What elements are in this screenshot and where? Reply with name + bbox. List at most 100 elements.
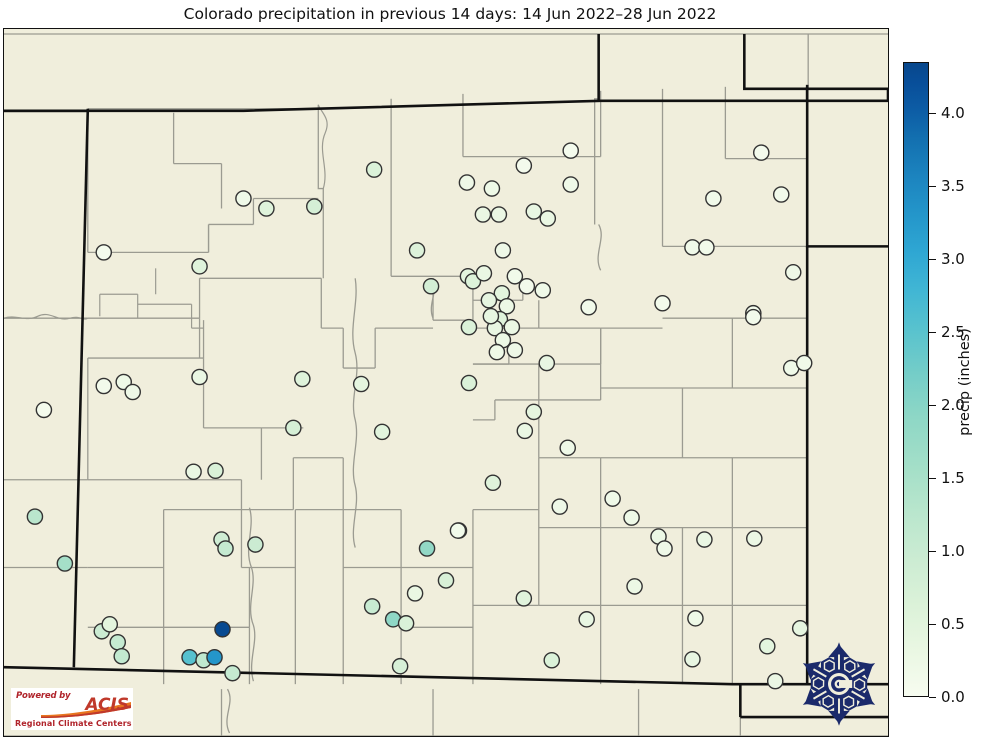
precip-station-marker[interactable] bbox=[515, 157, 533, 174]
precip-station-marker[interactable] bbox=[656, 540, 673, 557]
acis-powered-by-text: Powered by bbox=[16, 691, 71, 701]
precip-station-marker[interactable] bbox=[758, 637, 776, 655]
precip-station-marker[interactable] bbox=[506, 341, 524, 359]
colorbar-gradient[interactable] bbox=[903, 62, 929, 697]
precip-station-marker[interactable] bbox=[506, 268, 524, 285]
precip-station-marker[interactable] bbox=[515, 590, 533, 607]
precip-station-marker[interactable] bbox=[562, 142, 579, 159]
precip-station-marker[interactable] bbox=[207, 462, 224, 480]
precip-station-marker[interactable] bbox=[578, 611, 595, 628]
page-title: Colorado precipitation in previous 14 da… bbox=[183, 5, 717, 23]
precip-station-marker[interactable] bbox=[460, 374, 478, 392]
acis-logo[interactable]: Powered by ACIS Regional Climate Centers bbox=[11, 688, 133, 730]
precip-station-marker[interactable] bbox=[181, 648, 198, 666]
precip-station-marker[interactable] bbox=[654, 294, 671, 312]
precip-station-marker[interactable] bbox=[766, 672, 784, 690]
precip-station-marker[interactable] bbox=[498, 297, 516, 315]
precip-station-marker[interactable] bbox=[406, 585, 424, 602]
precip-station-marker[interactable] bbox=[562, 176, 579, 193]
precip-station-marker[interactable] bbox=[294, 370, 311, 388]
precip-station-marker[interactable] bbox=[482, 307, 500, 325]
precip-station-marker[interactable] bbox=[408, 242, 426, 259]
precip-station-marker[interactable] bbox=[373, 423, 391, 441]
precip-station-marker[interactable] bbox=[518, 277, 536, 295]
precip-station-marker[interactable] bbox=[101, 616, 119, 633]
precip-station-marker[interactable] bbox=[95, 244, 113, 261]
precip-station-marker[interactable] bbox=[687, 610, 704, 627]
precip-station-marker[interactable] bbox=[623, 509, 640, 526]
precip-station-marker[interactable] bbox=[95, 377, 113, 395]
precip-station-marker[interactable] bbox=[551, 498, 569, 515]
precip-station-marker[interactable] bbox=[543, 651, 561, 669]
precip-station-marker[interactable] bbox=[26, 508, 44, 525]
precip-station-marker[interactable] bbox=[705, 190, 722, 207]
precip-station-marker[interactable] bbox=[538, 354, 556, 372]
colorbar-tick-label: 4.0 bbox=[941, 104, 965, 123]
precip-station-marker[interactable] bbox=[488, 343, 506, 361]
precip-station-marker[interactable] bbox=[217, 540, 234, 557]
precip-station-marker[interactable] bbox=[791, 620, 809, 637]
precip-station-marker[interactable] bbox=[474, 206, 492, 223]
precip-station-marker[interactable] bbox=[559, 439, 577, 457]
precip-station-marker[interactable] bbox=[247, 536, 264, 553]
precip-station-marker[interactable] bbox=[191, 258, 208, 275]
precip-station-marker[interactable] bbox=[391, 657, 409, 675]
precip-station-marker[interactable] bbox=[363, 598, 381, 615]
precip-station-marker[interactable] bbox=[458, 174, 476, 191]
precip-station-marker[interactable] bbox=[626, 578, 643, 595]
precip-station-marker[interactable] bbox=[224, 664, 241, 682]
precip-station-marker[interactable] bbox=[534, 281, 552, 299]
precip-station-marker[interactable] bbox=[483, 180, 501, 197]
precip-station-marker[interactable] bbox=[113, 647, 131, 665]
precip-station-marker[interactable] bbox=[464, 273, 482, 290]
precip-station-marker[interactable] bbox=[397, 615, 415, 632]
precip-station-marker[interactable] bbox=[516, 422, 534, 440]
precip-station-marker[interactable] bbox=[35, 401, 53, 419]
precip-station-marker[interactable] bbox=[525, 203, 543, 220]
precip-station-marker[interactable] bbox=[109, 633, 127, 651]
precip-station-marker[interactable] bbox=[191, 368, 208, 386]
map-panel[interactable] bbox=[3, 28, 889, 737]
precip-station-marker[interactable] bbox=[306, 198, 323, 215]
precip-station-marker[interactable] bbox=[56, 555, 74, 572]
precip-station-marker[interactable] bbox=[580, 298, 597, 316]
precip-station-marker[interactable] bbox=[604, 490, 621, 507]
precip-station-marker[interactable] bbox=[525, 403, 543, 421]
precip-station-marker[interactable] bbox=[684, 650, 701, 668]
precip-station-marker[interactable] bbox=[449, 522, 467, 539]
precip-station-markers[interactable] bbox=[26, 142, 813, 690]
precip-station-marker[interactable] bbox=[214, 621, 231, 638]
precip-station-marker[interactable] bbox=[418, 540, 436, 557]
precip-station-marker[interactable] bbox=[422, 277, 440, 295]
precip-station-marker[interactable] bbox=[475, 265, 493, 282]
precip-station-marker[interactable] bbox=[235, 190, 252, 207]
precip-station-marker[interactable] bbox=[490, 206, 508, 223]
precip-station-marker[interactable] bbox=[503, 318, 521, 336]
colorbar-tick-label: 3.0 bbox=[941, 250, 965, 269]
precip-station-marker[interactable] bbox=[480, 291, 498, 309]
precip-station-marker[interactable] bbox=[784, 264, 802, 281]
precip-station-marker[interactable] bbox=[696, 531, 713, 548]
precip-station-marker[interactable] bbox=[185, 463, 202, 481]
precip-station-marker[interactable] bbox=[684, 239, 701, 256]
precip-station-marker[interactable] bbox=[753, 144, 770, 161]
colorbar-tick-label: 1.5 bbox=[941, 469, 965, 488]
snowflake-logo-icon[interactable] bbox=[795, 640, 883, 728]
precip-station-marker[interactable] bbox=[698, 239, 715, 256]
precip-station-marker[interactable] bbox=[258, 200, 275, 217]
colorbar-tick-label: 2.5 bbox=[941, 323, 965, 342]
precip-station-marker[interactable] bbox=[437, 572, 455, 589]
precip-station-marker[interactable] bbox=[746, 530, 763, 547]
precip-station-marker[interactable] bbox=[745, 308, 762, 326]
precip-station-marker[interactable] bbox=[484, 474, 502, 491]
precip-station-marker[interactable] bbox=[206, 648, 223, 666]
precip-station-marker[interactable] bbox=[494, 242, 512, 259]
precip-station-marker[interactable] bbox=[124, 383, 141, 401]
precip-station-marker[interactable] bbox=[285, 419, 302, 437]
precip-station-marker[interactable] bbox=[795, 354, 813, 372]
precip-station-marker[interactable] bbox=[772, 186, 790, 203]
precip-station-marker[interactable] bbox=[352, 375, 370, 393]
precip-station-marker[interactable] bbox=[365, 161, 383, 178]
precip-station-marker[interactable] bbox=[460, 318, 478, 336]
precip-station-marker[interactable] bbox=[539, 210, 557, 227]
